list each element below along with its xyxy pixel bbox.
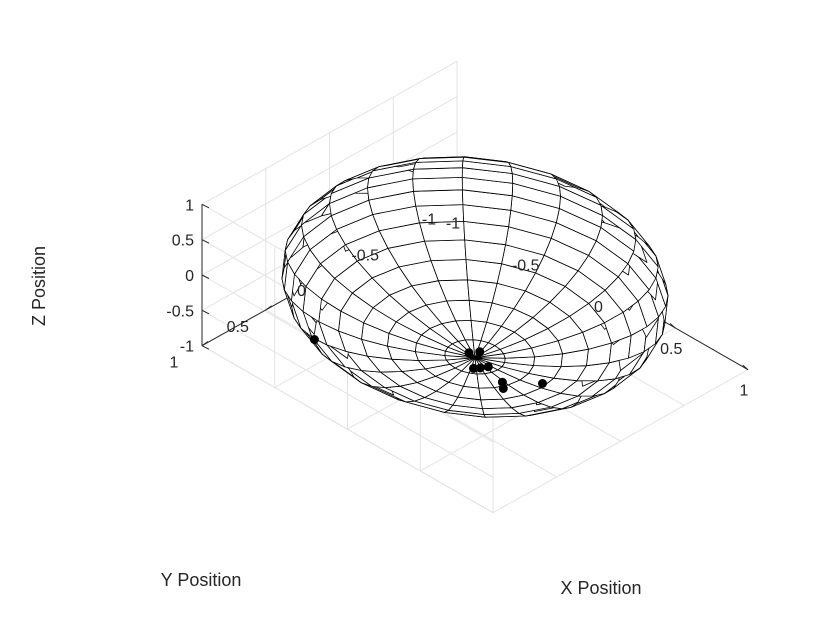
z-tick-label: -0.5 <box>166 303 194 320</box>
data-points <box>309 335 547 393</box>
z-tick-label: 1 <box>185 197 194 214</box>
y-tick-label: 0 <box>297 283 306 300</box>
sphere-face <box>412 176 463 192</box>
grid-line <box>201 96 458 241</box>
sphere-surface <box>281 156 669 418</box>
data-point <box>464 348 474 358</box>
y-tick <box>265 305 272 311</box>
x-tick-label: -0.5 <box>512 257 540 274</box>
y-tick <box>201 341 209 347</box>
grid-line <box>201 60 458 205</box>
z-tick <box>201 345 210 350</box>
x-tick <box>742 364 749 371</box>
x-tick <box>669 323 676 329</box>
data-point <box>475 347 485 357</box>
y-tick-label: 1 <box>170 355 179 372</box>
y-tick-label: -1 <box>422 212 436 229</box>
data-point <box>475 363 485 373</box>
z-tick <box>201 239 210 244</box>
z-tick-label: -1 <box>180 339 194 356</box>
x-tick-label: 0.5 <box>660 341 682 358</box>
z-tick-label: 0 <box>185 268 194 285</box>
x-tick-label: -1 <box>446 216 460 233</box>
data-point <box>538 379 547 388</box>
sphere-face <box>424 239 467 262</box>
z-tick-label: 0.5 <box>172 233 194 250</box>
sphere-face <box>413 189 464 207</box>
y-axis-label: Y Position <box>161 570 242 590</box>
data-point <box>483 362 493 372</box>
label-layer: X Position Y Position Z Position -1 -0.5 0… <box>29 197 749 598</box>
y-tick-label: -0.5 <box>351 247 379 264</box>
z-tick <box>201 274 210 279</box>
sphere-face <box>467 279 498 304</box>
z-axis-label: Z Position <box>29 246 49 326</box>
sphere-face <box>462 156 512 168</box>
y-tick-label: 0.5 <box>227 319 249 336</box>
x-axis-label: X Position <box>560 578 641 598</box>
grid-line <box>492 369 749 514</box>
z-tick <box>201 309 210 315</box>
data-point <box>469 363 478 373</box>
z-tick <box>201 203 210 209</box>
data-point <box>498 384 508 393</box>
grid-line <box>201 345 494 514</box>
x-tick-label: 0 <box>594 299 603 316</box>
data-point <box>309 335 319 344</box>
x-tick-label: 1 <box>740 383 749 400</box>
